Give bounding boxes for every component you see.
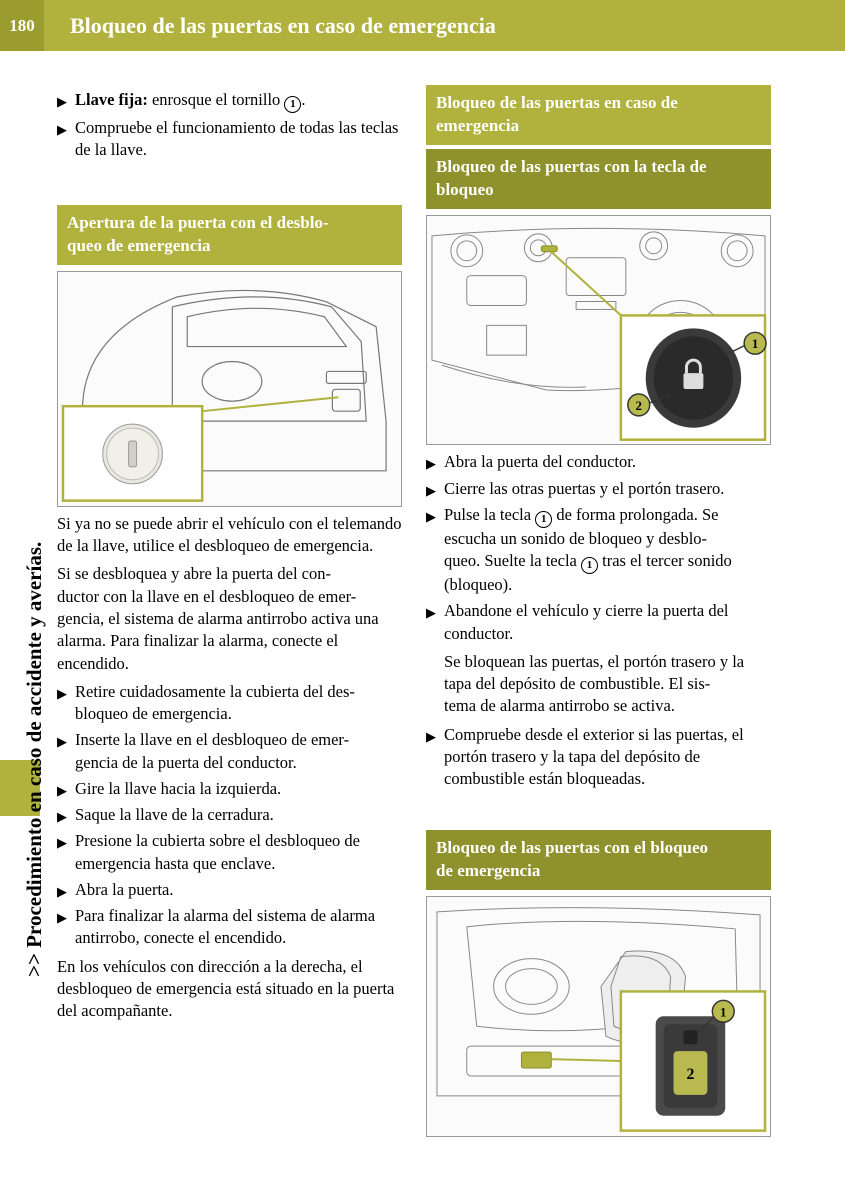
list-item: ▶ Saque la llave de la cerradura. [57, 804, 402, 826]
list-item: ▶ Retire cuidadosamente la cubierta del d… [57, 681, 402, 726]
figure-dashboard-lock: 1 2 [426, 215, 771, 446]
bullet-text: Abra la puerta. [75, 879, 174, 901]
header-title: Bloqueo de las puertas en caso de emerge… [70, 13, 496, 39]
paragraph: Si se desbloquea y abre la puerta del co… [57, 563, 402, 674]
list-item: ▶ Abra la puerta del conductor. [426, 451, 771, 473]
bullet-icon: ▶ [57, 910, 67, 926]
subsection-heading-lock-button: Bloqueo de las puertas con la tecla de b… [426, 149, 771, 209]
list-item: ▶ Inserte la llave en el desbloqueo de em… [57, 729, 402, 774]
bullet-icon: ▶ [57, 94, 67, 110]
bullet-icon: ▶ [57, 122, 67, 138]
bullet-icon: ▶ [426, 509, 436, 525]
text-fragment: enrosque el tornillo [152, 90, 284, 109]
bullet-icon: ▶ [57, 884, 67, 900]
bullet-text: Presione la cubierta sobre el desbloqueo… [75, 830, 402, 875]
right-column: Bloqueo de las puertas en caso de emerge… [426, 85, 771, 1143]
bullet-text: Compruebe desde el exterior si las puert… [444, 724, 771, 791]
callout-number-1: 1 [581, 557, 598, 574]
list-item: ▶ Compruebe el funcionamiento de todas l… [57, 117, 402, 162]
bullet-icon: ▶ [57, 835, 67, 851]
header-bar: 180 Bloqueo de las puertas en caso de em… [0, 0, 845, 51]
page-number-box: 180 [0, 0, 44, 51]
section-heading-lock: Bloqueo de las puertas en caso de emerge… [426, 85, 771, 145]
list-item: ▶ Compruebe desde el exterior si las puer… [426, 724, 771, 791]
bullet-icon: ▶ [57, 783, 67, 799]
bullet-text: Para finalizar la alarma del sistema de … [75, 905, 402, 950]
list-item: ▶ Gire la llave hacia la izquierda. [57, 778, 402, 800]
side-section-label: >> Procedimiento en caso de accidente y … [22, 449, 47, 977]
bullet-text: Retire cuidadosamente la cubierta del de… [75, 681, 355, 726]
text-fragment: Pulse la tecla [444, 505, 535, 524]
svg-text:1: 1 [752, 336, 758, 351]
list-item: ▶ Para finalizar la alarma del sistema de… [57, 905, 402, 950]
bullet-icon: ▶ [57, 809, 67, 825]
left-column: ▶ Llave fija: enrosque el tornillo 1. ▶ … [57, 85, 402, 1143]
subsection-heading-emergency-lock: Bloqueo de las puertas con el bloqueo de… [426, 830, 771, 890]
list-item: ▶ Presione la cubierta sobre el desbloque… [57, 830, 402, 875]
unlock-steps: ▶ Retire cuidadosamente la cubierta del d… [57, 681, 402, 950]
initial-bullets: ▶ Llave fija: enrosque el tornillo 1. ▶ … [57, 89, 402, 161]
lock-steps-a: ▶ Abra la puerta del conductor. ▶ Cierre la… [426, 451, 771, 500]
bullet-text: Compruebe el funcionamiento de todas las… [75, 117, 402, 162]
svg-text:2: 2 [686, 1066, 694, 1083]
section-heading-unlock: Apertura de la puerta con el desblo- que… [57, 205, 402, 265]
bold-label: Llave fija: [75, 90, 152, 109]
bullet-icon: ▶ [57, 734, 67, 750]
list-item: ▶ Abandone el vehículo y cierre la puerta… [426, 600, 771, 645]
figure-door-unlock [57, 271, 402, 507]
svg-text:2: 2 [636, 398, 642, 413]
paragraph: Si ya no se puede abrir el vehículo con … [57, 513, 402, 558]
figure-emergency-lock: 2 1 [426, 896, 771, 1137]
paragraph: Se bloquean las puertas, el portón trase… [444, 651, 771, 718]
bullet-icon: ▶ [426, 729, 436, 745]
content-area: ▶ Llave fija: enrosque el tornillo 1. ▶ … [57, 85, 817, 1143]
bullet-icon: ▶ [426, 456, 436, 472]
lock-steps-c: ▶ Compruebe desde el exterior si las puer… [426, 724, 771, 791]
text-fragment: . [301, 90, 305, 109]
bullet-text: Abra la puerta del conductor. [444, 451, 636, 473]
bullet-icon: ▶ [426, 605, 436, 621]
bullet-text: Cierre las otras puertas y el portón tra… [444, 478, 724, 500]
bullet-text: Llave fija: enrosque el tornillo 1. [75, 89, 306, 113]
bullet-text: Abandone el vehículo y cierre la puerta … [444, 600, 771, 645]
paragraph: En los vehículos con dirección a la dere… [57, 956, 402, 1023]
list-item: ▶ Pulse la tecla 1 de forma prolongada. … [426, 504, 771, 596]
bullet-icon: ▶ [426, 483, 436, 499]
lock-steps-b: ▶ Abandone el vehículo y cierre la puerta… [426, 600, 771, 645]
callout-number-1: 1 [284, 96, 301, 113]
bullet-icon: ▶ [57, 686, 67, 702]
list-item: ▶ Cierre las otras puertas y el portón tr… [426, 478, 771, 500]
callout-number-1: 1 [535, 511, 552, 528]
bullet-text: Saque la llave de la cerradura. [75, 804, 274, 826]
svg-text:1: 1 [720, 1005, 726, 1020]
list-item: ▶ Abra la puerta. [57, 879, 402, 901]
bullet-text: Gire la llave hacia la izquierda. [75, 778, 281, 800]
bullet-text: Pulse la tecla 1 de forma prolongada. Se… [444, 504, 771, 596]
list-item: ▶ Llave fija: enrosque el tornillo 1. [57, 89, 402, 113]
page-number: 180 [9, 16, 35, 36]
bullet-text: Inserte la llave en el desbloqueo de eme… [75, 729, 349, 774]
